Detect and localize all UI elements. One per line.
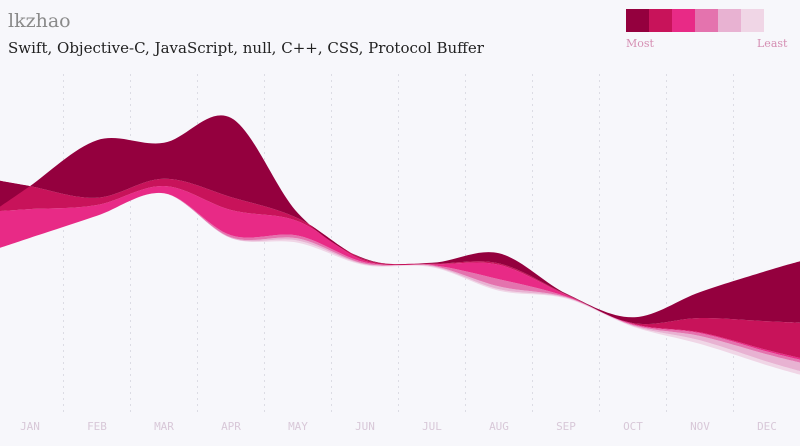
- month-label-aug: AUG: [489, 420, 509, 433]
- legend-most-label: Most: [626, 37, 654, 50]
- legend-swatch-1: [626, 9, 649, 32]
- color-legend: [626, 9, 764, 32]
- month-label-dec: DEC: [757, 420, 777, 433]
- stream-layer-6: [0, 115, 800, 325]
- legend-least-label: Least: [757, 37, 788, 50]
- chart-subtitle: Swift, Objective-C, JavaScript, null, C+…: [8, 39, 484, 57]
- legend-swatch-6: [741, 9, 764, 32]
- month-label-jul: JUL: [422, 420, 442, 433]
- month-label-mar: MAR: [154, 420, 174, 433]
- month-label-apr: APR: [221, 420, 241, 433]
- month-label-may: MAY: [288, 420, 308, 433]
- stream-layers: [0, 115, 800, 375]
- legend-swatch-5: [718, 9, 741, 32]
- chart-title: lkzhao: [8, 10, 71, 32]
- stream-layer-2: [0, 192, 800, 372]
- month-axis: JAN FEB MAR APR MAY JUN JUL AUG SEP OCT NOV DEC: [20, 420, 777, 433]
- stream-layer-1: [0, 192, 800, 375]
- month-label-sep: SEP: [556, 420, 576, 433]
- month-label-jan: JAN: [20, 420, 40, 433]
- legend-swatch-4: [695, 9, 718, 32]
- grid-lines: [63, 74, 734, 416]
- month-label-oct: OCT: [623, 420, 643, 433]
- legend-swatch-3: [672, 9, 695, 32]
- legend-swatch-2: [649, 9, 672, 32]
- month-label-jun: JUN: [355, 420, 375, 433]
- month-label-nov: NOV: [690, 420, 710, 433]
- month-label-feb: FEB: [87, 420, 107, 433]
